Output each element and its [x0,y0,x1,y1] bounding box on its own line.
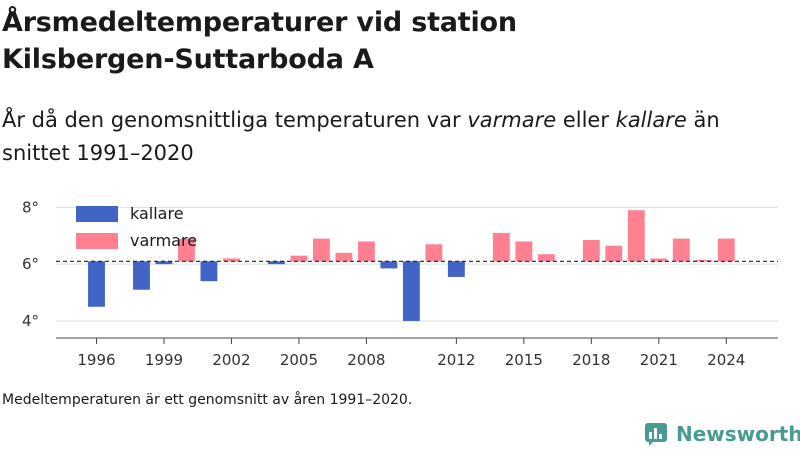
bar-cold [155,261,173,265]
bar-warm [425,244,443,262]
bar-warm [312,238,330,262]
x-tick-label: 1999 [145,351,183,369]
x-tick-label: 2018 [572,351,610,369]
brand-name: Newsworthy [676,422,800,446]
bar-cold [200,261,218,282]
bar-cold [267,261,285,265]
x-tick-label: 2008 [347,351,385,369]
bar-warm [223,258,240,262]
x-tick-label: 2021 [640,351,678,369]
bar-cold [88,261,105,307]
x-tick-label: 2015 [505,351,543,369]
bar-warm [582,240,600,262]
bars [88,210,735,321]
title-line-2: Kilsbergen-Suttarboda A [2,44,374,75]
bar-warm [492,232,510,262]
legend-label-varmare: varmare [130,231,197,250]
legend: kallare varmare [76,204,197,250]
legend-swatch-kallare [76,206,118,222]
x-tick-label: 2002 [212,351,250,369]
subtitle-warm-word: varmare [467,108,557,132]
y-tick-label: 8° [22,198,39,216]
newsworthy-logo-icon [645,423,667,446]
brand-logo: Newsworthy [644,420,800,448]
axes: 4° 6° 8° 1996 1999 2002 2005 2008 2012 2015 2018 20… [22,198,778,369]
bar-warm [537,254,555,262]
title-line-1: Årsmedeltemperaturer vid station [2,7,517,38]
bar-cold [133,261,150,290]
x-tick-label: 2024 [707,351,745,369]
bar-warm [695,259,713,262]
x-tick-label: 2005 [280,351,318,369]
footnote: Medeltemperaturen är ett genomsnitt av å… [2,392,413,408]
bar-warm [290,255,308,262]
bar-chart: 4° 6° 8° 1996 1999 2002 2005 2008 2012 2015 2018 20… [22,198,778,369]
subtitle-text-2: eller [556,108,616,132]
bar-warm [357,241,375,262]
y-tick-label: 6° [22,255,39,273]
bar-cold [402,261,420,321]
subtitle-cold-word: kallare [615,108,687,132]
bar-warm [605,245,623,262]
bar-warm [672,238,690,262]
bar-warm [335,252,353,262]
chart-subtitle: År då den genomsnittliga temperaturen va… [2,104,792,170]
bar-cold [447,261,465,277]
y-tick-label: 4° [22,312,39,330]
bar-warm [717,238,735,262]
subtitle-text-3: än snittet 1991–2020 [2,108,720,165]
legend-swatch-varmare [76,233,118,249]
chart-title: Årsmedeltemperaturer vid station Kilsber… [2,4,792,78]
x-tick-label: 1996 [77,351,115,369]
x-tick-label: 2012 [437,351,475,369]
bar-warm [178,238,195,262]
bar-warm [515,241,533,262]
bar-warm [627,210,645,262]
bar-cold [380,261,398,269]
legend-label-kallare: kallare [130,204,184,223]
bar-warm [650,258,668,262]
subtitle-text-1: År då den genomsnittliga temperaturen va… [2,108,468,132]
